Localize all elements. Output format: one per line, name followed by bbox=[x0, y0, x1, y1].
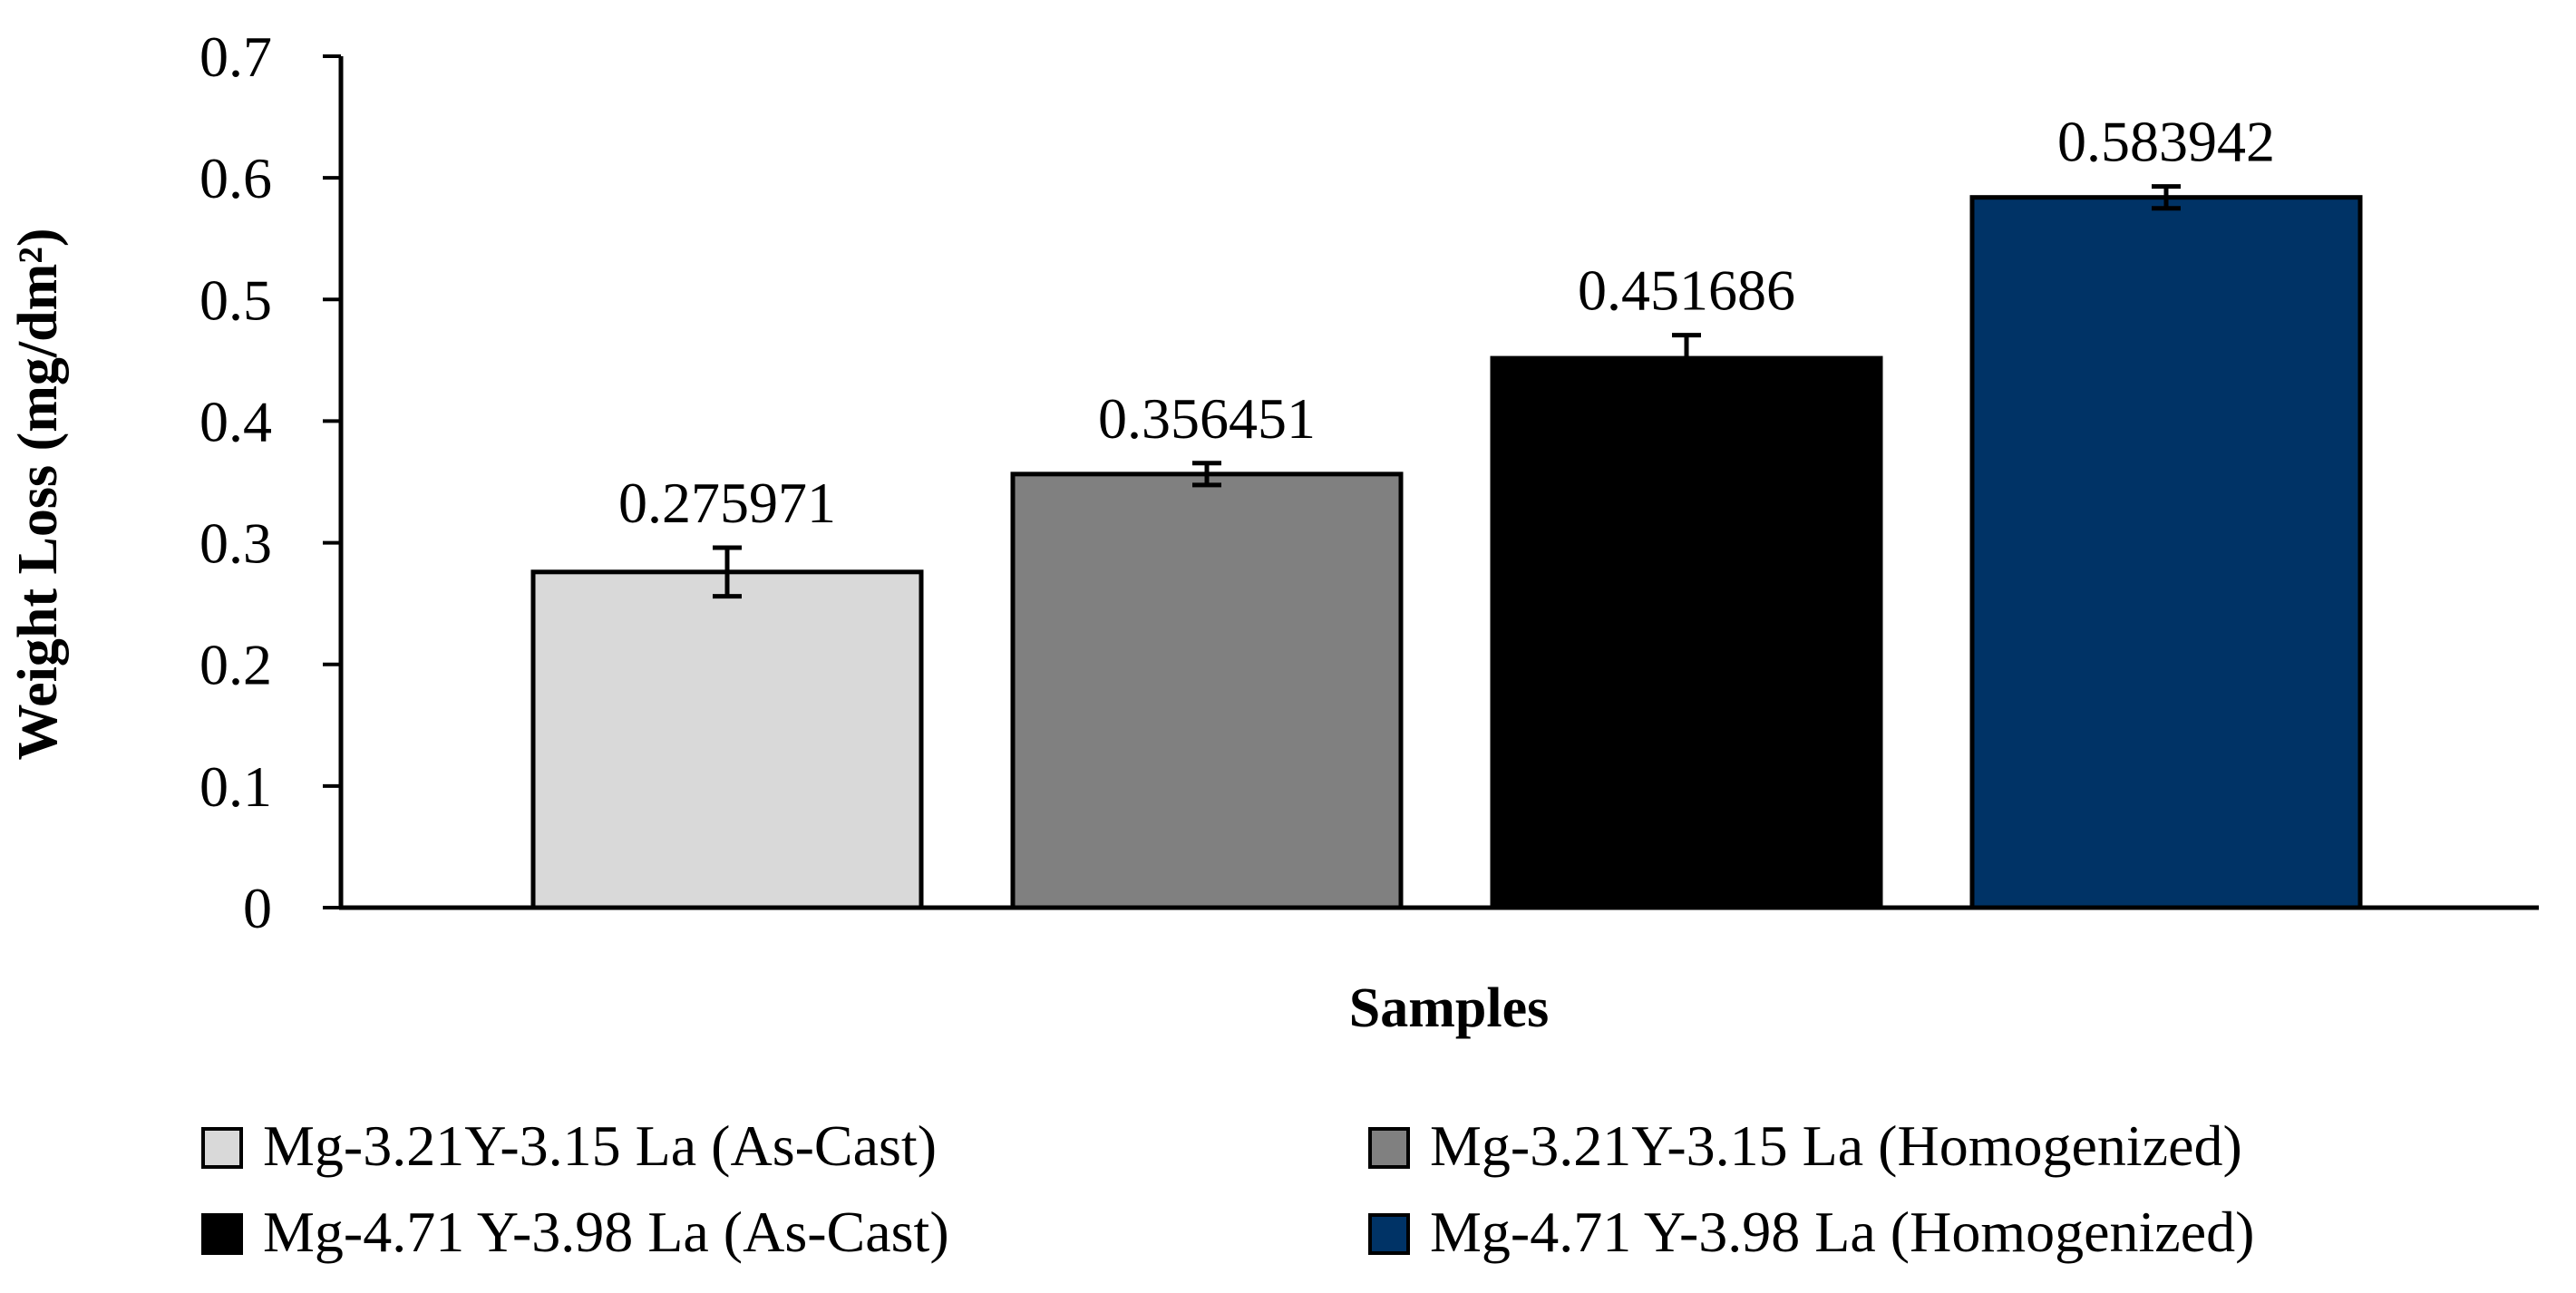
bar-2 bbox=[1010, 472, 1404, 910]
error-bar-1 bbox=[713, 545, 742, 599]
y-tick-label: 0.4 bbox=[199, 389, 272, 453]
y-tick-label: 0.7 bbox=[199, 24, 272, 89]
y-tick-label: 0.2 bbox=[199, 633, 272, 697]
legend-item-3: Mg-4.71 Y-3.98 La (As-Cast) bbox=[201, 1200, 949, 1264]
y-tick-label: 0.5 bbox=[199, 267, 272, 332]
legend-swatch bbox=[201, 1213, 243, 1255]
y-axis-ticks: 0 0.1 0.2 0.3 0.4 0.5 0.6 0.7 bbox=[199, 24, 341, 940]
legend-swatch bbox=[201, 1127, 243, 1169]
data-label-4: 0.583942 bbox=[2057, 110, 2275, 174]
legend-item-4: Mg-4.71 Y-3.98 La (Homogenized) bbox=[1368, 1200, 2254, 1264]
x-axis-title: Samples bbox=[1349, 977, 1549, 1039]
legend-label: Mg-3.21Y-3.15 La (As-Cast) bbox=[263, 1113, 937, 1178]
error-bar-2 bbox=[1192, 461, 1221, 488]
data-label-2: 0.356451 bbox=[1098, 386, 1316, 451]
bar-3 bbox=[1490, 355, 1883, 910]
y-tick-label: 0.6 bbox=[199, 146, 272, 210]
y-tick-label: 0.3 bbox=[199, 511, 272, 576]
legend-swatch bbox=[1368, 1213, 1410, 1255]
bar-4 bbox=[1969, 195, 2363, 910]
legend-swatch bbox=[1368, 1127, 1410, 1169]
error-bar-4 bbox=[2152, 184, 2181, 211]
legend-item-2: Mg-3.21Y-3.15 La (Homogenized) bbox=[1368, 1113, 2242, 1178]
y-tick-label: 0 bbox=[243, 876, 272, 940]
legend-item-1: Mg-3.21Y-3.15 La (As-Cast) bbox=[201, 1113, 937, 1178]
error-bar-3 bbox=[1672, 333, 1701, 384]
legend-label: Mg-3.21Y-3.15 La (Homogenized) bbox=[1430, 1113, 2242, 1178]
legend-label: Mg-4.71 Y-3.98 La (As-Cast) bbox=[263, 1200, 949, 1264]
data-label-3: 0.451686 bbox=[1578, 258, 1795, 323]
legend-label: Mg-4.71 Y-3.98 La (Homogenized) bbox=[1430, 1200, 2254, 1264]
data-label-1: 0.275971 bbox=[618, 471, 836, 535]
bar-1 bbox=[530, 569, 924, 910]
axes bbox=[338, 56, 2539, 910]
bars: 0.275971 0.356451 0.451686 0.583942 bbox=[530, 110, 2363, 910]
y-tick-label: 0.1 bbox=[199, 754, 272, 819]
y-axis-title: Weight Loss (mg/dm²) bbox=[7, 228, 69, 761]
legend: Mg-3.21Y-3.15 La (As-Cast) Mg-3.21Y-3.15 … bbox=[201, 1113, 2254, 1264]
